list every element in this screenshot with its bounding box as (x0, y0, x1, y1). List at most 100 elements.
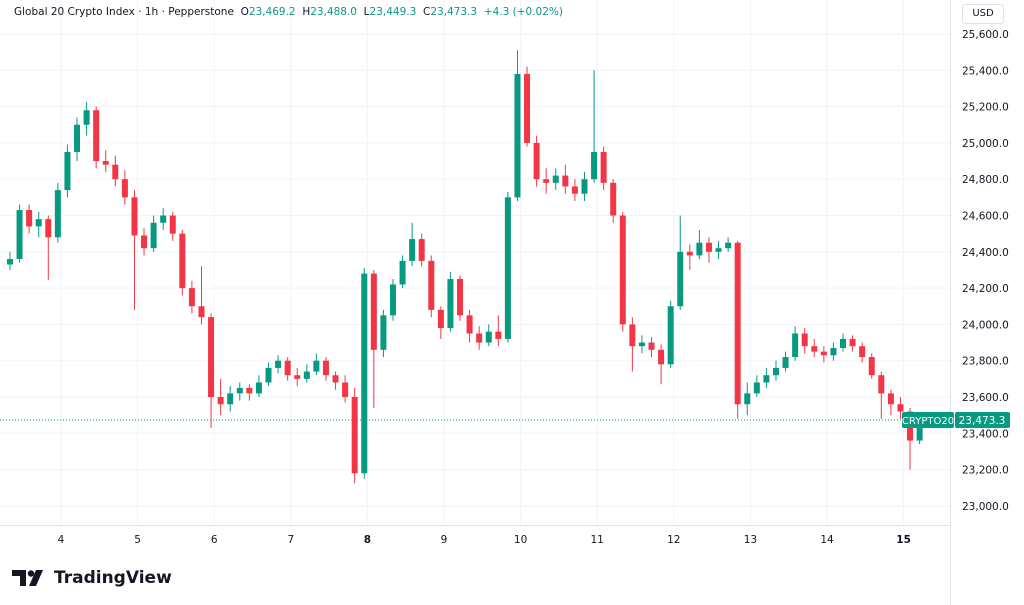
candle-body (74, 124, 81, 152)
candle-body (878, 375, 885, 394)
candle-body (6, 259, 13, 265)
candle-body (830, 347, 837, 356)
x-tick-label: 4 (58, 534, 65, 546)
candle-body (476, 333, 483, 343)
candle-body (849, 338, 856, 347)
low-value: 23,449.3 (369, 6, 417, 18)
candle-body (428, 260, 435, 310)
close-label: C (422, 6, 431, 18)
y-tick-label: 24,800.0 (962, 174, 1009, 186)
candle-body (619, 215, 626, 325)
x-tick-label: 14 (820, 534, 834, 546)
y-tick-label: 24,000.0 (962, 319, 1009, 331)
y-tick-label: 25,200.0 (962, 102, 1009, 114)
candle-body (705, 242, 712, 252)
candle-body (504, 197, 511, 339)
candle-body (303, 371, 310, 379)
symbol-tag-box (902, 411, 954, 428)
y-tick-label: 24,400.0 (962, 247, 1009, 259)
candle-body (629, 324, 636, 347)
x-tick-label: 13 (744, 534, 757, 546)
currency-button[interactable]: USD (962, 4, 1004, 24)
candle-body (772, 367, 779, 376)
separator-dot: · (138, 6, 145, 18)
candle-body (591, 151, 598, 180)
y-tick-label: 25,400.0 (962, 65, 1009, 77)
candle-body (638, 342, 645, 347)
candle-body (54, 190, 61, 238)
candle-body (370, 273, 377, 350)
candle-body (198, 306, 205, 318)
candle-body (524, 73, 531, 143)
candle-body (916, 419, 923, 441)
candle-body (715, 248, 722, 252)
x-tick-label: 15 (896, 534, 911, 546)
candle-body (763, 375, 770, 383)
high-value: 23,488.0 (310, 6, 357, 18)
candle-body (284, 360, 291, 376)
candle-body (725, 242, 732, 249)
candle-body (380, 315, 387, 350)
candle-body (696, 242, 703, 256)
candle-body (188, 288, 195, 307)
candle-body (64, 151, 71, 191)
candle-body (840, 338, 847, 348)
candle-body (562, 175, 569, 187)
candle-body (208, 317, 215, 397)
y-tick-label: 24,200.0 (962, 283, 1009, 295)
candle-body (35, 219, 42, 227)
candle-body (820, 351, 827, 356)
x-tick-label: 12 (667, 534, 680, 546)
candle-body (495, 331, 502, 339)
y-tick-label: 23,800.0 (962, 356, 1009, 368)
candle-body (313, 360, 320, 372)
candle-body (45, 219, 52, 238)
y-tick-label: 23,600.0 (962, 392, 1009, 404)
candle-body (859, 346, 866, 358)
tradingview-logo[interactable]: TradingView (12, 568, 172, 588)
candle-body (294, 375, 301, 379)
candle-body (447, 279, 454, 329)
candle-body (667, 306, 674, 365)
candle-body (121, 179, 128, 198)
candle-body (399, 260, 406, 285)
candle-body (131, 197, 138, 236)
last-price-box (955, 411, 1010, 428)
x-tick-label: 6 (211, 534, 218, 546)
candle-body (437, 309, 444, 329)
candle-body (868, 357, 875, 376)
data-source: Pepperstone (168, 6, 234, 18)
candle-body (514, 73, 521, 198)
candle-body (160, 215, 167, 223)
candle-body (686, 251, 693, 256)
x-tick-label: 9 (441, 534, 448, 546)
symbol-name[interactable]: Global 20 Crypto Index (14, 6, 135, 18)
candle-body (112, 164, 119, 180)
candle-body (485, 331, 492, 343)
candle-body (648, 342, 655, 350)
candle-body (571, 186, 578, 194)
candle-body (734, 242, 741, 405)
x-tick-label: 7 (287, 534, 294, 546)
candle-body (227, 393, 234, 405)
x-tick-label: 10 (514, 534, 527, 546)
candle-body (169, 215, 176, 234)
candle-body (792, 333, 799, 358)
x-tick-label: 8 (364, 534, 371, 546)
candle-body (26, 210, 33, 227)
candle-body (141, 235, 148, 249)
y-tick-label: 23,000.0 (962, 501, 1009, 513)
candle-body (581, 179, 588, 194)
x-tick-label: 5 (134, 534, 141, 546)
change-value: +4.3 (+0.02%) (483, 6, 563, 18)
candle-body (275, 360, 282, 368)
symbol-tag-label: CRYPTO20 (902, 416, 954, 427)
candle-body (801, 333, 808, 347)
brand-name: TradingView (54, 568, 172, 588)
y-tick-label: 25,000.0 (962, 138, 1009, 150)
y-tick-label: 23,400.0 (962, 428, 1009, 440)
interval[interactable]: 1h (144, 6, 159, 18)
high-label: H (302, 6, 311, 18)
open-label: O (240, 6, 249, 18)
